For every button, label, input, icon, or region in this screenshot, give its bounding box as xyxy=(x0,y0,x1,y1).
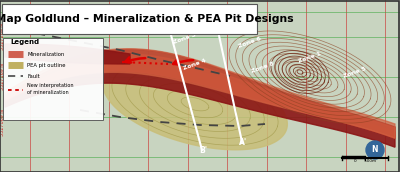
Polygon shape xyxy=(5,60,395,138)
Text: Zone 8: Zone 8 xyxy=(251,61,275,73)
Text: N: N xyxy=(372,146,378,154)
Bar xyxy=(2,4,257,34)
Bar xyxy=(3,38,103,120)
Text: Mineralization: Mineralization xyxy=(27,51,64,56)
Text: of mineralization: of mineralization xyxy=(27,90,69,95)
Text: 5527069 N: 5527069 N xyxy=(0,109,6,136)
Text: Zone 5: Zone 5 xyxy=(343,66,367,78)
Text: Legend: Legend xyxy=(10,39,39,45)
Text: Plan Map Goldlund – Mineralization & PEA Pit Designs: Plan Map Goldlund – Mineralization & PEA… xyxy=(0,14,293,24)
Text: Zone 3: Zone 3 xyxy=(173,31,197,44)
Text: Zone 4: Zone 4 xyxy=(183,58,207,71)
Text: 5527169 N: 5527169 N xyxy=(0,63,6,90)
Text: Zone 1: Zone 1 xyxy=(298,51,322,63)
Text: A: A xyxy=(212,8,218,17)
Text: A': A' xyxy=(239,138,247,147)
Polygon shape xyxy=(5,44,130,64)
Text: 0      500m: 0 500m xyxy=(354,159,376,163)
Text: B': B' xyxy=(199,146,207,155)
Text: Zone 6: Zone 6 xyxy=(238,36,262,49)
Polygon shape xyxy=(5,54,395,138)
Text: Fault: Fault xyxy=(27,73,40,78)
Text: PEA pit outline: PEA pit outline xyxy=(27,62,66,67)
Text: 5527269 N: 5527269 N xyxy=(0,24,6,51)
Polygon shape xyxy=(103,58,287,150)
Text: B: B xyxy=(164,14,170,23)
Text: New interpretation: New interpretation xyxy=(27,83,74,89)
Polygon shape xyxy=(5,50,395,147)
Polygon shape xyxy=(5,49,395,138)
Circle shape xyxy=(366,141,384,159)
